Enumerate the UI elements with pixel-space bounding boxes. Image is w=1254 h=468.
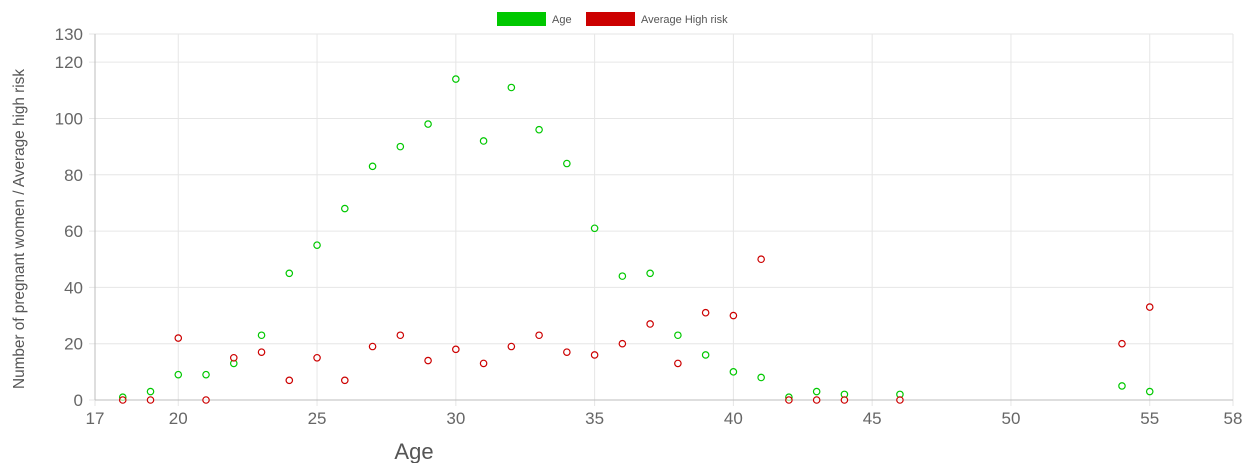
- age-point[interactable]: [341, 204, 349, 213]
- x-tick-label: 55: [1140, 409, 1159, 428]
- y-tick-label: 60: [64, 222, 83, 241]
- high-risk-point[interactable]: [563, 348, 571, 356]
- age-point[interactable]: [257, 331, 266, 340]
- age-point[interactable]: [646, 269, 654, 278]
- y-tick-label: 40: [64, 278, 83, 297]
- high-risk-point[interactable]: [674, 359, 682, 368]
- high-risk-point[interactable]: [257, 348, 266, 356]
- high-risk-point[interactable]: [146, 396, 155, 404]
- age-point[interactable]: [424, 120, 432, 128]
- high-risk-point[interactable]: [785, 396, 793, 404]
- high-risk-point[interactable]: [729, 311, 738, 320]
- age-point[interactable]: [812, 387, 821, 396]
- high-risk-point[interactable]: [368, 342, 377, 351]
- y-tick-label: 80: [64, 166, 83, 185]
- x-tick-label: 35: [585, 409, 604, 428]
- data-points: [118, 75, 1154, 404]
- legend-label-age[interactable]: Age: [552, 14, 572, 26]
- high-risk-point[interactable]: [507, 342, 516, 351]
- high-risk-point[interactable]: [202, 396, 210, 404]
- high-risk-point[interactable]: [646, 320, 654, 328]
- high-risk-point[interactable]: [896, 396, 904, 404]
- legend-swatch-age[interactable]: [497, 12, 546, 26]
- x-tick-label: 58: [1224, 409, 1243, 428]
- high-risk-point[interactable]: [618, 339, 627, 348]
- high-risk-point[interactable]: [479, 359, 488, 368]
- x-tick-label: 30: [446, 409, 465, 428]
- age-point[interactable]: [479, 137, 488, 145]
- age-point[interactable]: [757, 373, 765, 382]
- y-tick-label: 100: [55, 109, 83, 128]
- high-risk-point[interactable]: [757, 255, 765, 264]
- age-point[interactable]: [701, 351, 710, 359]
- high-risk-point[interactable]: [118, 396, 127, 404]
- high-risk-point[interactable]: [1118, 339, 1126, 348]
- age-point[interactable]: [313, 241, 321, 249]
- age-point[interactable]: [729, 368, 738, 376]
- y-tick-label: 20: [64, 335, 83, 354]
- age-point[interactable]: [1145, 387, 1154, 396]
- legend[interactable]: Age Average High risk: [497, 12, 728, 26]
- high-risk-point[interactable]: [1145, 303, 1154, 311]
- age-point[interactable]: [368, 162, 377, 171]
- high-risk-point[interactable]: [452, 345, 460, 354]
- age-point[interactable]: [1118, 382, 1126, 390]
- age-point[interactable]: [396, 142, 405, 151]
- x-axis-title: Age: [394, 439, 433, 463]
- x-tick-label: 17: [86, 409, 105, 428]
- high-risk-point[interactable]: [229, 353, 238, 362]
- age-point[interactable]: [590, 224, 599, 233]
- high-risk-point[interactable]: [812, 396, 821, 404]
- age-point[interactable]: [674, 331, 682, 340]
- x-tick-label: 25: [308, 409, 327, 428]
- age-point[interactable]: [452, 75, 460, 83]
- high-risk-point[interactable]: [590, 351, 599, 359]
- high-risk-point[interactable]: [341, 376, 349, 385]
- y-axis-title: Number of pregnant women / Average high …: [11, 68, 28, 389]
- x-tick-label: 50: [1001, 409, 1020, 428]
- age-point[interactable]: [535, 125, 543, 134]
- legend-label-high-risk[interactable]: Average High risk: [641, 14, 728, 26]
- x-tick-label: 20: [169, 409, 188, 428]
- high-risk-point[interactable]: [701, 308, 710, 317]
- x-tick-label: 40: [724, 409, 743, 428]
- age-point[interactable]: [507, 83, 516, 92]
- legend-swatch-high-risk[interactable]: [586, 12, 635, 26]
- age-point[interactable]: [174, 370, 183, 379]
- y-tick-label: 0: [74, 391, 83, 410]
- age-point[interactable]: [563, 159, 571, 168]
- high-risk-point[interactable]: [285, 376, 294, 385]
- x-tick-label: 45: [863, 409, 882, 428]
- high-risk-point[interactable]: [313, 353, 321, 362]
- age-point[interactable]: [202, 370, 210, 379]
- high-risk-point[interactable]: [840, 396, 849, 404]
- y-tick-label: 120: [55, 53, 83, 72]
- high-risk-point[interactable]: [535, 331, 543, 340]
- age-point[interactable]: [618, 272, 627, 280]
- age-point[interactable]: [285, 269, 294, 278]
- high-risk-point[interactable]: [174, 334, 183, 342]
- axes: 17 20 25 30 35 40 45 50 55 58 0 20 40 60 80 100 120 130: [55, 25, 1243, 428]
- high-risk-point[interactable]: [424, 356, 432, 365]
- high-risk-point[interactable]: [396, 331, 405, 340]
- age-point[interactable]: [146, 387, 155, 396]
- y-tick-label: 130: [55, 25, 83, 44]
